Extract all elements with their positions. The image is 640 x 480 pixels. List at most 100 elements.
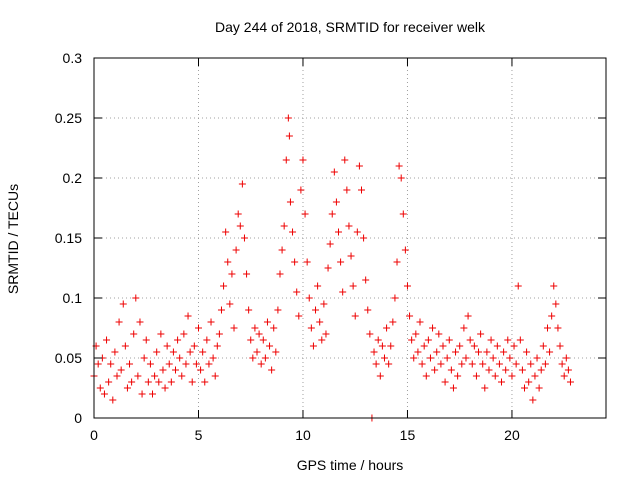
data-point bbox=[305, 294, 313, 302]
data-point bbox=[445, 336, 453, 344]
data-point bbox=[230, 324, 238, 332]
data-point bbox=[533, 354, 541, 362]
data-point bbox=[199, 348, 207, 356]
x-axis-title: GPS time / hours bbox=[297, 457, 404, 473]
data-point bbox=[320, 300, 328, 308]
data-point bbox=[466, 336, 474, 344]
data-point bbox=[126, 360, 134, 368]
data-point bbox=[362, 276, 370, 284]
data-point bbox=[558, 360, 566, 368]
data-point bbox=[349, 282, 357, 290]
data-point bbox=[299, 156, 307, 164]
data-point bbox=[268, 366, 276, 374]
data-point bbox=[113, 372, 121, 380]
data-point bbox=[525, 378, 533, 386]
data-point bbox=[192, 360, 200, 368]
data-point bbox=[117, 366, 125, 374]
data-point bbox=[337, 258, 345, 266]
data-point bbox=[491, 372, 499, 380]
data-point bbox=[475, 348, 483, 356]
data-point bbox=[119, 300, 127, 308]
data-point bbox=[552, 300, 560, 308]
data-point bbox=[115, 318, 123, 326]
data-point bbox=[161, 384, 169, 392]
data-point bbox=[355, 162, 363, 170]
data-point bbox=[293, 288, 301, 296]
data-point bbox=[211, 372, 219, 380]
data-point bbox=[94, 360, 102, 368]
data-point bbox=[556, 342, 564, 350]
data-point bbox=[389, 318, 397, 326]
data-point bbox=[251, 324, 259, 332]
data-point bbox=[370, 348, 378, 356]
data-point bbox=[186, 348, 194, 356]
data-point bbox=[178, 372, 186, 380]
data-point bbox=[437, 360, 445, 368]
data-point bbox=[518, 366, 526, 374]
data-point bbox=[493, 342, 501, 350]
data-point bbox=[485, 366, 493, 374]
data-point bbox=[330, 168, 338, 176]
data-point bbox=[194, 324, 202, 332]
data-point bbox=[232, 246, 240, 254]
data-point bbox=[240, 234, 248, 242]
data-point bbox=[103, 336, 111, 344]
data-point bbox=[174, 336, 182, 344]
data-point bbox=[276, 270, 284, 278]
data-point bbox=[138, 390, 146, 398]
data-point bbox=[328, 210, 336, 218]
data-point bbox=[512, 360, 520, 368]
data-point bbox=[548, 312, 556, 320]
data-point bbox=[351, 312, 359, 320]
data-point bbox=[318, 336, 326, 344]
data-point bbox=[468, 360, 476, 368]
data-point bbox=[458, 360, 466, 368]
data-point bbox=[443, 354, 451, 362]
data-point bbox=[403, 282, 411, 290]
data-point bbox=[387, 342, 395, 350]
data-point bbox=[130, 330, 138, 338]
y-tick-label: 0.25 bbox=[55, 110, 82, 126]
data-point bbox=[274, 306, 282, 314]
data-point bbox=[217, 306, 225, 314]
data-point bbox=[309, 342, 317, 350]
data-point bbox=[153, 348, 161, 356]
data-point bbox=[339, 288, 347, 296]
data-point bbox=[165, 360, 173, 368]
data-point bbox=[169, 348, 177, 356]
data-point bbox=[140, 354, 148, 362]
data-point bbox=[462, 354, 470, 362]
data-point bbox=[516, 336, 524, 344]
data-point bbox=[278, 246, 286, 254]
data-point bbox=[376, 372, 384, 380]
data-point bbox=[182, 360, 190, 368]
data-point bbox=[289, 228, 297, 236]
data-point bbox=[190, 342, 198, 350]
y-tick-label: 0.15 bbox=[55, 230, 82, 246]
data-point bbox=[209, 354, 217, 362]
data-point bbox=[144, 378, 152, 386]
data-point bbox=[280, 222, 288, 230]
data-point bbox=[364, 306, 372, 314]
data-point bbox=[510, 342, 518, 350]
data-point bbox=[107, 360, 115, 368]
data-point bbox=[203, 336, 211, 344]
data-point bbox=[366, 330, 374, 338]
x-tick-label: 5 bbox=[195, 427, 203, 443]
data-point bbox=[424, 336, 432, 344]
data-point bbox=[343, 186, 351, 194]
data-point bbox=[452, 348, 460, 356]
data-point bbox=[383, 324, 391, 332]
data-point bbox=[456, 342, 464, 350]
data-point bbox=[566, 378, 574, 386]
data-point bbox=[426, 354, 434, 362]
data-point bbox=[272, 348, 280, 356]
data-point bbox=[297, 186, 305, 194]
data-point bbox=[357, 186, 365, 194]
data-point bbox=[406, 312, 414, 320]
data-point bbox=[385, 360, 393, 368]
data-point bbox=[527, 360, 535, 368]
data-point bbox=[472, 372, 480, 380]
data-point bbox=[341, 156, 349, 164]
